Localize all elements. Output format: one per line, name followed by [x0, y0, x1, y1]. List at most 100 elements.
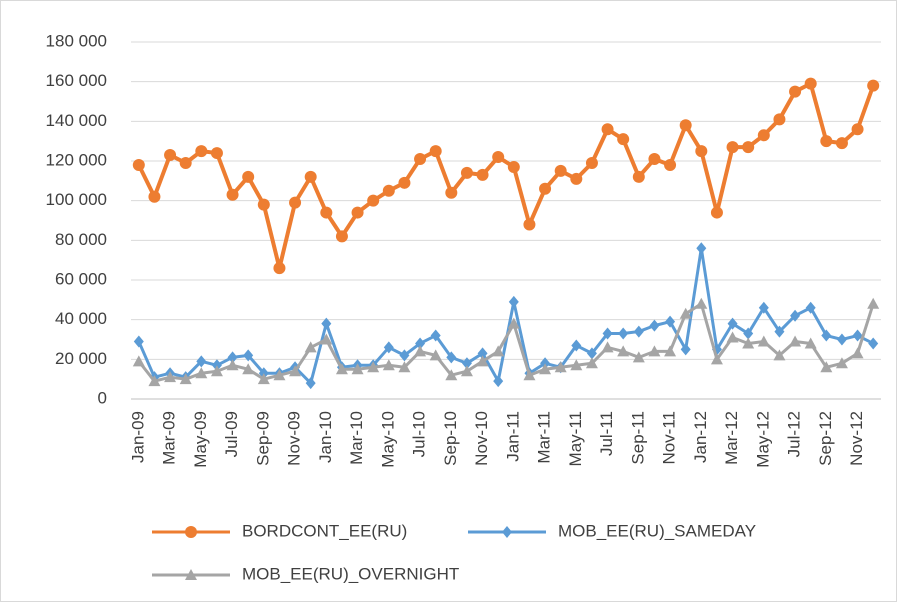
data-point — [618, 327, 629, 340]
data-point — [554, 361, 567, 373]
data-point — [429, 145, 442, 158]
data-point — [195, 367, 208, 379]
data-point — [383, 341, 394, 354]
x-tick-label: May-11 — [566, 411, 585, 466]
data-point — [773, 113, 786, 126]
y-tick-label: 180 000 — [46, 31, 107, 50]
data-point — [304, 341, 317, 353]
x-tick-label: Jan-09 — [128, 411, 147, 463]
x-tick-label: Mar-10 — [347, 411, 366, 465]
data-point — [257, 198, 270, 211]
data-point — [195, 145, 208, 158]
data-point — [601, 341, 614, 353]
data-point — [523, 369, 536, 381]
y-tick-label: 60 000 — [55, 269, 107, 288]
data-point — [382, 184, 395, 197]
data-point — [226, 188, 239, 201]
data-point — [852, 329, 863, 342]
data-point — [804, 337, 817, 349]
data-point — [226, 359, 239, 371]
data-point — [335, 230, 348, 243]
data-point — [289, 196, 302, 209]
legend-marker — [185, 526, 197, 538]
x-tick-label: May-12 — [753, 411, 772, 468]
x-tick-label: Nov-09 — [285, 411, 304, 466]
data-point — [493, 375, 504, 388]
data-point — [351, 206, 364, 219]
data-point — [242, 363, 255, 375]
data-point — [492, 345, 505, 357]
data-point — [554, 164, 567, 177]
data-point — [758, 301, 769, 314]
data-point — [148, 375, 161, 387]
data-point — [445, 186, 458, 199]
data-point — [585, 156, 598, 169]
y-tick-label: 20 000 — [55, 349, 107, 368]
x-tick-label: Mar-09 — [160, 411, 179, 465]
data-point — [507, 160, 520, 173]
data-point — [726, 141, 739, 154]
data-point — [664, 345, 677, 357]
x-tick-label: Sep-09 — [253, 411, 272, 466]
data-point — [851, 123, 864, 136]
data-point — [148, 190, 161, 203]
data-point — [632, 170, 645, 183]
data-point — [773, 349, 786, 361]
data-point — [727, 317, 738, 330]
data-point — [460, 365, 473, 377]
data-point — [132, 355, 145, 367]
data-point — [804, 77, 817, 90]
data-point — [868, 337, 879, 350]
x-tick-label: Jul-10 — [410, 411, 429, 457]
legend-marker — [502, 526, 512, 538]
data-point — [757, 335, 770, 347]
data-point — [305, 377, 316, 390]
data-point — [680, 343, 691, 356]
data-point — [632, 351, 645, 363]
data-point — [445, 369, 458, 381]
data-point — [164, 371, 177, 383]
data-point — [132, 158, 145, 171]
data-point — [523, 218, 536, 231]
data-point — [805, 301, 816, 314]
data-point — [726, 331, 739, 343]
data-point — [820, 135, 833, 148]
y-tick-label: 80 000 — [55, 230, 107, 249]
legend-marker — [185, 569, 197, 580]
legend-label: MOB_EE(RU)_OVERNIGHT — [242, 564, 459, 583]
y-tick-label: 120 000 — [46, 150, 107, 169]
legend-label: MOB_EE(RU)_SAMEDAY — [558, 521, 756, 540]
data-point — [617, 345, 630, 357]
x-tick-label: Sep-12 — [816, 411, 835, 466]
x-tick-label: May-10 — [378, 411, 397, 468]
data-point — [664, 158, 677, 171]
data-point — [196, 355, 207, 368]
data-point — [696, 242, 707, 255]
data-point — [507, 317, 520, 329]
data-point — [289, 365, 302, 377]
data-point — [585, 357, 598, 369]
series-line — [137, 246, 874, 385]
data-point — [477, 347, 488, 360]
data-point — [257, 373, 270, 385]
data-point — [539, 182, 552, 195]
x-tick-label: Mar-12 — [722, 411, 741, 465]
data-point — [586, 347, 597, 360]
data-point — [414, 345, 427, 357]
data-point — [320, 333, 333, 345]
y-tick-label: 100 000 — [46, 190, 107, 209]
data-point — [601, 123, 614, 136]
data-point — [710, 206, 723, 219]
data-point — [774, 325, 785, 338]
data-point — [648, 345, 661, 357]
data-point — [476, 355, 489, 367]
data-point — [414, 153, 427, 166]
data-point — [398, 361, 411, 373]
y-tick-label: 140 000 — [46, 111, 107, 130]
data-point — [227, 351, 238, 364]
data-point — [351, 363, 364, 375]
data-point — [602, 327, 613, 340]
x-tick-label: Jul-11 — [597, 411, 616, 456]
data-point — [570, 172, 583, 185]
